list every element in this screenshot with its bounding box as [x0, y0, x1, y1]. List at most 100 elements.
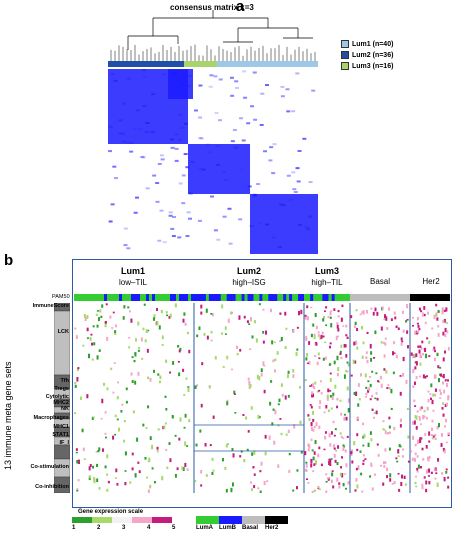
expression-cell-184	[97, 450, 100, 453]
expression-cell-844	[428, 440, 431, 443]
expression-cell-753	[368, 387, 371, 391]
expression-cell-601	[375, 410, 378, 415]
consensus-speck-38	[293, 191, 298, 194]
expression-cell-359	[264, 451, 267, 456]
pam50-cell-1-19	[250, 294, 254, 301]
expression-cell-206	[169, 458, 172, 463]
expression-cell-658	[350, 315, 353, 319]
expression-cell-242	[284, 395, 287, 400]
expression-cell-494	[312, 393, 315, 398]
expression-scale-tick-4: 5	[172, 525, 176, 531]
expression-cell-312	[196, 384, 199, 387]
expression-cell-260	[251, 452, 254, 456]
expression-cell-887	[428, 468, 431, 473]
expression-scale-ticks: 1 2 3 4 5	[72, 525, 176, 534]
expression-cell-452	[320, 392, 323, 395]
expression-scale-tick-2: 3	[122, 525, 126, 531]
pam50-cell-4-4	[422, 294, 426, 301]
expression-cell-566	[320, 463, 323, 467]
consensus-speck-39	[306, 228, 311, 231]
expression-cell-78	[183, 394, 186, 396]
expression-cell-37	[184, 462, 187, 468]
expression-cell-595	[353, 441, 356, 446]
expression-cell-20	[138, 347, 141, 350]
expression-cell-473	[342, 437, 345, 440]
expression-cell-70	[184, 413, 187, 418]
expression-cell-731	[366, 359, 369, 364]
expression-cell-500	[323, 411, 326, 414]
consensus-speck-73	[253, 118, 258, 121]
expression-cell-664	[399, 424, 402, 428]
cluster-bar-segment-0	[108, 61, 184, 67]
pam50-cell-4-3	[419, 294, 423, 301]
expression-cell-474	[323, 316, 326, 319]
expression-cell-261	[278, 398, 281, 403]
expression-cell-88	[104, 323, 107, 328]
expression-cell-366	[262, 340, 265, 344]
expression-cell-906	[412, 355, 415, 358]
pam50-cell-3-3	[359, 294, 363, 301]
expression-cell-775	[436, 425, 439, 430]
expression-cell-64	[179, 347, 182, 351]
pam50-cell-1-12	[229, 294, 233, 301]
consensus-speck-158	[311, 89, 316, 92]
expression-cell-7	[76, 367, 79, 371]
expression-cell-82	[182, 318, 185, 323]
expression-cell-21	[147, 329, 150, 332]
expression-cell-60	[101, 448, 104, 452]
expression-cell-475	[324, 356, 327, 360]
expression-cell-110	[124, 451, 127, 456]
expression-cell-211	[185, 377, 188, 380]
expression-cell-866	[431, 419, 434, 423]
expression-cell-603	[354, 321, 357, 326]
expression-cell-174	[93, 477, 96, 482]
expression-cell-560	[315, 342, 318, 346]
expression-cell-321	[226, 401, 229, 406]
pam50-cell-1-31	[286, 294, 290, 301]
expression-cell-53	[168, 315, 171, 319]
consensus-speck-81	[297, 149, 302, 152]
consensus-speck-19	[286, 110, 291, 113]
expression-cell-298	[214, 356, 217, 360]
expression-cell-817	[434, 393, 437, 397]
expression-cell-89	[109, 315, 112, 319]
pam50-cell-0-12	[110, 294, 114, 301]
expression-cell-208	[121, 403, 124, 406]
pam50-cell-0-9	[101, 294, 105, 301]
expression-cell-905	[417, 325, 420, 328]
expression-cell-115	[123, 439, 126, 443]
expression-cell-81	[178, 349, 181, 353]
expression-cell-642	[383, 318, 386, 321]
pam50-cell-3-8	[374, 294, 378, 301]
consensus-dendrogram	[110, 10, 316, 62]
expression-cell-900	[411, 324, 414, 327]
expression-cell-920	[425, 480, 428, 485]
expression-cell-133	[114, 333, 117, 335]
expression-cell-770	[414, 405, 417, 407]
expression-cell-155	[95, 450, 98, 453]
group-lum3-sub: high–TIL	[311, 278, 343, 287]
expression-cell-926	[444, 418, 447, 423]
expression-cell-655	[369, 398, 372, 401]
expression-cell-270	[231, 482, 234, 487]
expression-cell-240	[230, 368, 233, 371]
pam50-cell-0-32	[170, 294, 174, 301]
expression-cell-922	[416, 410, 419, 413]
consensus-speck-15	[286, 174, 291, 177]
expression-cell-578	[338, 482, 341, 485]
expression-cell-371	[271, 340, 274, 345]
expression-cell-593	[362, 459, 365, 462]
expression-cell-706	[355, 467, 358, 471]
expression-cell-720	[360, 472, 363, 476]
expression-cell-293	[226, 399, 229, 402]
expression-cell-896	[430, 471, 433, 474]
expression-cell-543	[313, 425, 316, 429]
expression-cell-849	[434, 434, 437, 437]
expression-cell-721	[369, 475, 372, 478]
consensus-speck-126	[186, 211, 191, 214]
expression-cell-164	[114, 414, 117, 418]
legend-lum2-label: Lum2 (n=36)	[352, 51, 394, 59]
pam50-legend-labels: LumA LumB Basal Her2	[196, 525, 288, 534]
consensus-speck-104	[216, 238, 221, 241]
expression-cell-962	[427, 390, 430, 393]
